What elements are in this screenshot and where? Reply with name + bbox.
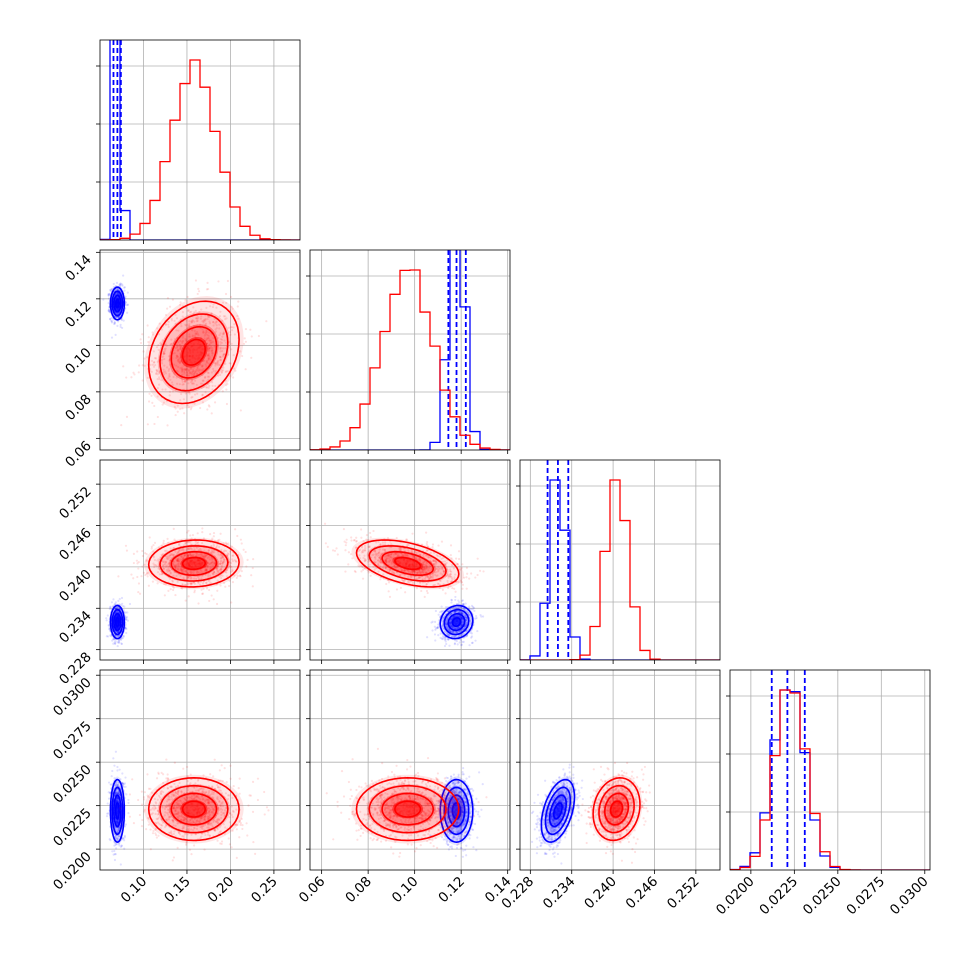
histogram-series-1 bbox=[730, 689, 930, 870]
histogram-series-0 bbox=[100, 40, 300, 240]
contour-line bbox=[159, 545, 229, 582]
x-tick-label: 0.08 bbox=[342, 874, 375, 907]
x-tick-label: 0.0225 bbox=[756, 874, 801, 919]
contour-line bbox=[381, 550, 435, 577]
contour-line bbox=[181, 556, 207, 571]
contour-line bbox=[447, 794, 466, 828]
y-tick-label: 0.0200 bbox=[50, 849, 95, 894]
contour-line bbox=[443, 608, 470, 636]
scatter-panel-3-1 bbox=[306, 669, 511, 874]
contour-line bbox=[368, 545, 447, 582]
contour-line bbox=[113, 794, 122, 828]
contour-line bbox=[147, 300, 240, 405]
x-tick-label: 0.25 bbox=[248, 874, 281, 907]
contour-line bbox=[170, 325, 218, 379]
histogram-panel-0 bbox=[96, 39, 301, 244]
contour-line bbox=[109, 778, 126, 844]
contour-line bbox=[170, 792, 218, 826]
y-tick-label: 0.252 bbox=[56, 484, 95, 523]
contour-line bbox=[181, 338, 207, 366]
histogram-series-0 bbox=[310, 250, 510, 450]
scatter-panel-2-0 bbox=[96, 459, 301, 664]
y-tick-label: 0.0275 bbox=[50, 718, 95, 763]
contour-line bbox=[394, 556, 422, 571]
contour-line bbox=[355, 776, 460, 842]
contour-line bbox=[451, 617, 462, 627]
y-tick-label: 0.08 bbox=[62, 391, 95, 424]
y-tick-label: 0.240 bbox=[56, 566, 95, 605]
x-tick-label: 0.10 bbox=[118, 874, 151, 907]
contour-line bbox=[109, 286, 126, 321]
x-tick-label: 0.10 bbox=[389, 874, 422, 907]
y-tick-label: 0.0225 bbox=[50, 805, 95, 850]
contour-line bbox=[439, 604, 474, 640]
y-tick-label: 0.246 bbox=[56, 525, 95, 564]
contour-line bbox=[540, 778, 576, 843]
x-tick-label: 0.06 bbox=[296, 874, 329, 907]
contour-line bbox=[548, 794, 568, 828]
contour-line bbox=[113, 294, 122, 313]
contour-line bbox=[439, 778, 474, 844]
y-tick-label: 0.06 bbox=[62, 438, 95, 471]
contour-line bbox=[147, 776, 240, 842]
contour-line bbox=[111, 786, 124, 836]
contour-line bbox=[147, 539, 240, 588]
histogram-series-1 bbox=[310, 269, 510, 450]
histogram-series-0 bbox=[730, 689, 930, 870]
contour-line bbox=[114, 298, 120, 309]
y-tick-label: 0.14 bbox=[62, 252, 95, 285]
contour-line bbox=[368, 784, 447, 834]
contour-line bbox=[544, 786, 572, 836]
contour-line bbox=[609, 800, 624, 818]
y-tick-label: 0.12 bbox=[62, 298, 95, 331]
contour-line bbox=[598, 784, 635, 834]
y-tick-label: 0.234 bbox=[56, 608, 95, 647]
y-tick-label: 0.10 bbox=[62, 345, 95, 378]
contour-line bbox=[111, 290, 124, 317]
x-tick-label: 0.246 bbox=[623, 874, 662, 913]
contour-line bbox=[592, 776, 641, 842]
y-tick-label: 0.0250 bbox=[50, 762, 95, 807]
histogram-panel-2 bbox=[516, 459, 721, 664]
scatter-panel-3-2 bbox=[516, 669, 721, 874]
contour-line bbox=[113, 612, 122, 632]
x-tick-label: 0.234 bbox=[540, 874, 579, 913]
x-tick-label: 0.0250 bbox=[800, 874, 845, 919]
histogram-panel-1 bbox=[306, 249, 511, 454]
contour-line bbox=[114, 617, 120, 627]
contour-line bbox=[553, 802, 563, 820]
x-tick-label: 0.20 bbox=[205, 874, 238, 907]
contour-line bbox=[443, 786, 470, 836]
scatter-panel-2-1 bbox=[306, 459, 511, 664]
contour-line bbox=[109, 604, 126, 640]
x-tick-label: 0.15 bbox=[161, 874, 194, 907]
contour-line bbox=[114, 802, 120, 820]
contour-line bbox=[170, 550, 218, 577]
panels-layer bbox=[96, 39, 931, 874]
contour-line bbox=[394, 800, 422, 818]
contour-line bbox=[159, 313, 229, 392]
contour-line bbox=[381, 792, 435, 826]
contour-line bbox=[111, 608, 124, 636]
contour-line bbox=[181, 800, 207, 818]
x-tick-label: 0.0200 bbox=[713, 874, 758, 919]
scatter-panel-3-0 bbox=[96, 669, 301, 874]
histogram-series-1 bbox=[100, 59, 300, 240]
x-tick-label: 0.240 bbox=[581, 874, 620, 913]
histogram-panel-3 bbox=[726, 669, 931, 874]
x-tick-label: 0.0275 bbox=[843, 874, 888, 919]
scatter-panel-1-0 bbox=[96, 249, 301, 454]
contour-line bbox=[603, 792, 630, 826]
contour-line bbox=[159, 784, 229, 834]
x-tick-label: 0.0300 bbox=[887, 874, 932, 919]
contour-line bbox=[355, 539, 460, 588]
x-tick-label: 0.252 bbox=[664, 874, 703, 913]
histogram-series-0 bbox=[520, 479, 720, 660]
contour-line bbox=[447, 613, 466, 632]
x-tick-label: 0.12 bbox=[435, 874, 468, 907]
